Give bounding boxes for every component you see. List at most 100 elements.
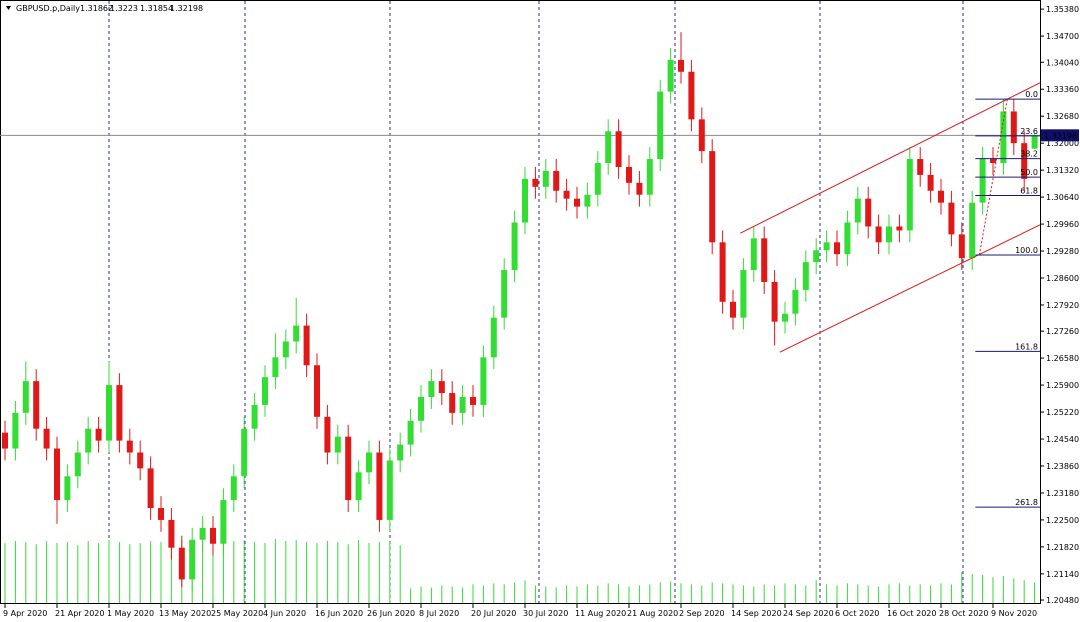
- trend-line: [740, 82, 1041, 234]
- candle-body: [54, 448, 60, 501]
- y-tick-label: 1.26580: [1046, 354, 1079, 363]
- candle-body: [813, 250, 820, 263]
- candle-body: [542, 170, 549, 187]
- candle-body: [927, 174, 934, 191]
- candle-body: [854, 198, 861, 223]
- x-tick-label: 13 May 2020: [159, 609, 211, 618]
- fibo-label: 38.2: [1020, 150, 1038, 159]
- y-tick-label: 1.33360: [1046, 85, 1079, 94]
- period-separators: [108, 1, 964, 603]
- candle-body: [948, 202, 955, 235]
- candle-body: [251, 404, 258, 429]
- candle-body: [553, 170, 560, 191]
- y-tick-label: 1.29960: [1046, 220, 1079, 229]
- candle-body: [376, 452, 383, 520]
- candle-body: [896, 226, 903, 231]
- y-tick-label: 1.25220: [1046, 408, 1079, 417]
- x-tick-label: 16 Oct 2020: [887, 609, 936, 618]
- x-tick-label: 14 Sep 2020: [731, 609, 782, 618]
- candle-body: [12, 412, 19, 449]
- candle-body: [906, 159, 913, 231]
- candle-body: [834, 242, 840, 255]
- candle-body: [366, 452, 372, 473]
- candle-body: [282, 341, 289, 358]
- candle-body: [22, 381, 29, 413]
- y-tick-label: 1.35380: [1046, 5, 1079, 14]
- candle-body: [407, 420, 414, 445]
- header-high: 1.3223: [110, 4, 138, 13]
- candle-body: [1010, 111, 1017, 144]
- candle-body: [802, 262, 809, 290]
- fibo-label: 261.8: [1015, 498, 1038, 507]
- candle-body: [116, 385, 123, 441]
- candle-body: [584, 194, 591, 207]
- y-tick-label: 1.31320: [1046, 166, 1079, 175]
- candle-body: [168, 519, 175, 548]
- y-tick-label: 1.21820: [1046, 543, 1079, 552]
- x-tick-label: 8 Jul 2020: [419, 609, 459, 618]
- y-tick-label: 1.21140: [1046, 570, 1079, 579]
- y-tick-label: 1.34700: [1046, 32, 1079, 41]
- candle-body: [2, 432, 8, 449]
- menu-arrow[interactable]: [6, 6, 11, 10]
- fibo-label: 23.6: [1020, 127, 1038, 136]
- x-tick-label: 24 Sep 2020: [783, 609, 834, 618]
- candle-body: [449, 393, 456, 413]
- y-tick-label: 1.30640: [1046, 193, 1079, 202]
- candle-body: [43, 428, 50, 449]
- candle-body: [241, 428, 248, 477]
- x-tick-label: 21 Aug 2020: [627, 609, 678, 618]
- candle-body: [459, 396, 466, 413]
- candle-body: [147, 468, 154, 509]
- y-tick-label: 1.25900: [1046, 381, 1079, 390]
- candle-body: [137, 452, 144, 469]
- candle-body: [761, 238, 768, 282]
- y-tick-label: 1.32680: [1046, 112, 1079, 121]
- candle-body: [782, 313, 788, 322]
- candle-body: [865, 198, 872, 227]
- x-tick-label: 2 Sep 2020: [679, 609, 725, 618]
- x-tick-label: 25 May 2020: [211, 609, 263, 618]
- candle-body: [875, 226, 882, 243]
- candle-body: [386, 460, 393, 520]
- candle-body: [730, 301, 736, 318]
- y-tick-label: 1.20480: [1046, 596, 1079, 605]
- fibo-label: 0.0: [1025, 90, 1038, 99]
- x-tick-label: 16 Jun 2020: [315, 609, 363, 618]
- candle-body: [990, 159, 996, 163]
- candle-body: [646, 159, 653, 195]
- candle-body: [969, 202, 976, 259]
- x-tick-label: 28 Oct 2020: [939, 609, 988, 618]
- candle-body: [917, 159, 924, 175]
- candle-body: [636, 182, 643, 195]
- candle-body: [958, 234, 965, 259]
- candle-body: [210, 527, 216, 544]
- candle-body: [522, 178, 528, 223]
- y-tick-label: 1.24540: [1046, 435, 1079, 444]
- candle-body: [719, 242, 726, 302]
- candle-body: [532, 178, 539, 187]
- candle-body: [64, 476, 71, 501]
- candle-body: [480, 357, 487, 405]
- fibo-label: 161.8: [1015, 342, 1038, 351]
- y-tick-label: 1.22500: [1046, 516, 1079, 525]
- candle-body: [199, 527, 206, 540]
- candle-body: [438, 381, 445, 394]
- plot-frame: [0, 0, 1041, 604]
- x-tick-label: 21 Apr 2020: [55, 609, 104, 618]
- candle-body: [792, 289, 799, 314]
- candle-body: [563, 190, 570, 199]
- fibo-label: 50.0: [1020, 168, 1038, 177]
- price-tag: [1041, 129, 1079, 142]
- candle-body: [303, 325, 310, 366]
- x-tick-label: 1 May 2020: [107, 609, 154, 618]
- candle-body: [355, 472, 362, 501]
- candle-body: [1000, 111, 1007, 163]
- candle-body: [490, 317, 497, 358]
- candle-body: [1031, 135, 1038, 149]
- x-tick-label: 20 Jul 2020: [471, 609, 516, 618]
- candle-body: [698, 119, 705, 152]
- candle-body: [886, 226, 892, 243]
